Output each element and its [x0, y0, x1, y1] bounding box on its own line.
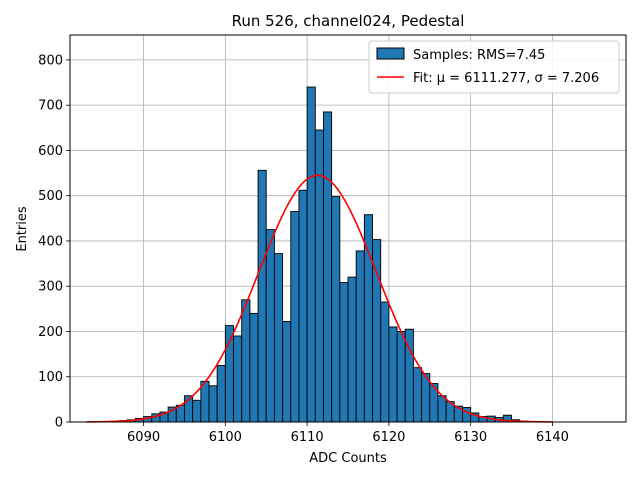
legend: Samples: RMS=7.45 Fit: μ = 6111.277, σ =… [368, 40, 620, 94]
legend-samples-swatch [376, 47, 405, 60]
histogram-bar [282, 321, 292, 423]
histogram-bar [249, 312, 259, 423]
y-tick-label: 200 [38, 325, 63, 340]
histogram-bar [241, 299, 251, 423]
histogram-bar [233, 335, 243, 423]
histogram-bar [273, 253, 284, 423]
histogram-bar [380, 301, 390, 423]
histogram-bar [355, 250, 365, 423]
histogram-bar [323, 111, 333, 423]
y-tick-label: 400 [38, 234, 63, 249]
histogram-bar [396, 331, 406, 423]
x-tick-label: 6110 [291, 430, 324, 445]
chart-title: Run 526, channel024, Pedestal [232, 12, 465, 30]
y-tick-label: 600 [38, 144, 63, 159]
x-tick-label: 6090 [127, 430, 160, 445]
histogram-bar [298, 189, 308, 423]
histogram-bar [462, 407, 472, 423]
histogram-bar [290, 211, 300, 423]
x-tick-label: 6130 [454, 430, 487, 445]
y-tick-label: 500 [38, 189, 63, 204]
histogram-bar [216, 364, 226, 423]
y-tick-label: 800 [38, 53, 63, 68]
y-tick-label: 100 [38, 370, 63, 385]
y-tick-label: 300 [38, 280, 63, 295]
plot-frame [69, 34, 627, 423]
y-axis-ticks: 0 100 200 300 400 500 600 700 800 [38, 53, 70, 431]
histogram-bar [200, 380, 210, 423]
histogram-bar [388, 326, 398, 423]
histogram-bar [192, 399, 202, 423]
fit-curve [86, 174, 553, 423]
histogram-bar [257, 169, 267, 423]
histogram-bar [412, 367, 423, 423]
histogram-bar [331, 196, 341, 423]
x-tick-label: 6120 [372, 430, 405, 445]
histogram-bar [339, 282, 349, 423]
histogram-bar [306, 86, 316, 423]
histogram-bars [102, 86, 537, 423]
y-tick-label: 700 [38, 99, 63, 114]
y-axis-title: Entries [15, 206, 30, 252]
x-axis-title: ADC Counts [309, 451, 387, 466]
histogram-bar [437, 395, 447, 423]
legend-box [368, 40, 620, 94]
gaussian-fit [86, 174, 553, 423]
histogram-bar [347, 276, 357, 423]
legend-samples-label: Samples: RMS=7.45 [413, 48, 545, 63]
histogram-bar [265, 229, 275, 423]
grid [70, 35, 626, 423]
x-tick-label: 6100 [209, 430, 242, 445]
y-tick-label: 0 [55, 416, 63, 431]
x-axis-ticks: 6090 6100 6110 6120 6130 6140 [127, 422, 569, 445]
x-tick-label: 6140 [536, 430, 569, 445]
histogram-bar [314, 129, 324, 423]
legend-fit-label: Fit: μ = 6111.277, σ = 7.206 [413, 71, 599, 86]
histogram-bar [208, 385, 218, 423]
